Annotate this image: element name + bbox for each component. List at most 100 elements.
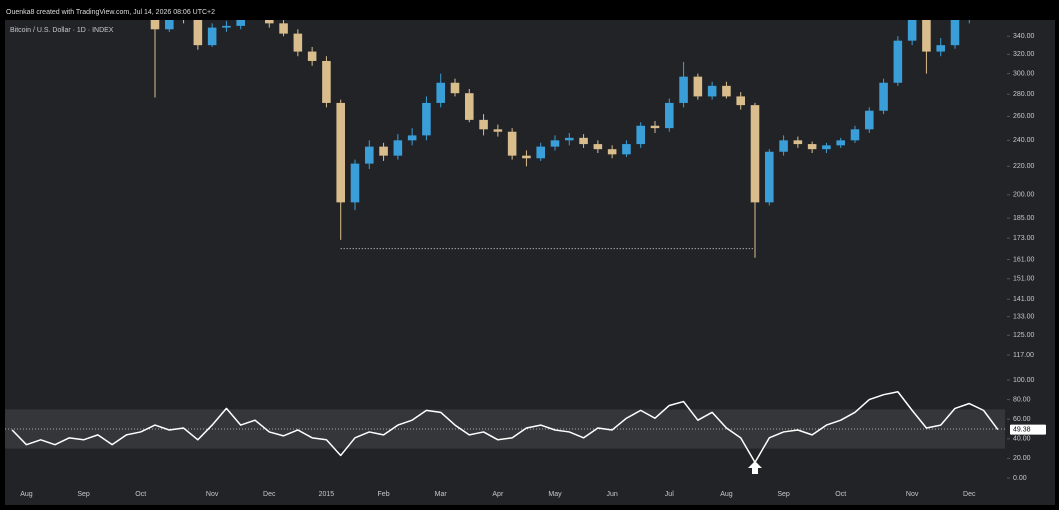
candle-body [607,149,617,155]
y-tick-label: 151.00 [1013,276,1035,283]
x-tick-label: Jun [606,491,617,498]
x-tick-label: Jul [665,491,674,498]
candle-body [322,60,331,103]
x-tick-label: Nov [906,491,919,498]
candle-body [507,131,517,156]
candle-body [307,51,317,61]
y-tick-label: 320.00 [1013,51,1035,58]
x-tick-label: Oct [135,491,146,498]
y-tick-label: 40.00 [1013,436,1031,443]
y-tick-label: 220.00 [1013,163,1035,170]
chart-title: Bitcoin / U.S. Dollar · 1D · INDEX [10,27,114,34]
x-tick-label: Aug [720,491,733,498]
candle-body [365,146,374,164]
candle-body [293,33,303,52]
candle-body [779,140,788,152]
candle-body [436,82,445,103]
x-tick-label: May [548,491,562,498]
candle-body [479,119,488,130]
y-tick-label: 100.00 [1013,377,1035,384]
y-tick-label: 20.00 [1013,455,1031,462]
candle-body [950,20,960,46]
candle-body [622,144,631,155]
candle-body [679,76,688,103]
x-tick-label: Feb [378,491,390,498]
y-tick-label: 0.00 [1013,475,1027,482]
y-tick-label: 133.00 [1013,314,1035,321]
x-tick-label: Aug [20,491,33,498]
candle-body [379,146,388,156]
x-tick-label: Sep [77,491,90,498]
y-tick-label: 260.00 [1013,113,1035,120]
candle-body [393,140,403,156]
candle-body [636,125,645,145]
x-tick-label: 2015 [319,491,335,498]
x-tick-label: Apr [492,491,504,498]
rsi-line [11,391,999,464]
y-tick-label: 125.00 [1013,332,1035,339]
candle-body [836,140,845,146]
candle-body [736,96,745,106]
y-tick-label: 141.00 [1013,296,1035,303]
y-tick-label: 80.00 [1013,396,1031,403]
candle-body [579,137,588,145]
candle-body [907,20,917,41]
candle-body [279,23,288,34]
x-tick-label: Mar [435,491,448,498]
candle-body [550,140,560,147]
y-tick-label: 280.00 [1013,91,1035,98]
candle-body [536,146,545,159]
candle-body [722,85,731,97]
x-tick-label: Dec [963,491,976,498]
candle-body [522,155,531,159]
candle-body [936,45,945,52]
candle-body [822,145,831,150]
x-tick-label: Dec [263,491,276,498]
y-tick-label: 300.00 [1013,70,1035,77]
candle-body [650,125,660,129]
candle-body [350,163,360,203]
candle-body [193,20,203,46]
candle-body [750,105,760,203]
candle-body [265,20,274,24]
candle-body [407,135,417,141]
candle-body [493,129,503,132]
candle-body [465,93,474,120]
y-tick-label: 173.00 [1013,235,1035,242]
candle-body [207,27,217,46]
candle-body [922,20,931,52]
y-tick-label: 60.00 [1013,416,1031,423]
y-tick-label: 200.00 [1013,192,1035,199]
candle-body [150,20,160,30]
candle-body [765,151,774,203]
candle-body [222,25,231,28]
last-value-label: 49.38 [1013,426,1031,433]
y-tick-label: 117.00 [1013,352,1034,359]
candle-body [807,144,817,150]
candle-body [893,40,903,83]
candle-body [665,102,674,129]
x-tick-label: Nov [206,491,219,498]
credit: Ouenka8 created with TradingView.com, Ju… [6,9,215,16]
candle-body [865,110,874,130]
y-tick-label: 240.00 [1013,137,1035,144]
last-value-tag [1010,424,1046,435]
x-tick-label: Sep [777,491,790,498]
x-tick-label: Oct [835,491,846,498]
candle-body [565,137,574,141]
candle-body [236,20,245,26]
candle-body [336,102,345,203]
candle-body [165,20,174,30]
plot-area [5,20,1005,464]
candle-body [450,82,460,94]
arrow-icon [748,461,762,474]
candle-body [707,85,717,97]
y-tick-label: 161.00 [1013,256,1035,263]
candle-body [850,129,860,141]
candle-body [693,76,703,97]
candle-body [422,102,431,136]
candle-body [593,144,603,150]
y-tick-label: 340.00 [1013,33,1035,40]
candle-body [793,140,803,145]
